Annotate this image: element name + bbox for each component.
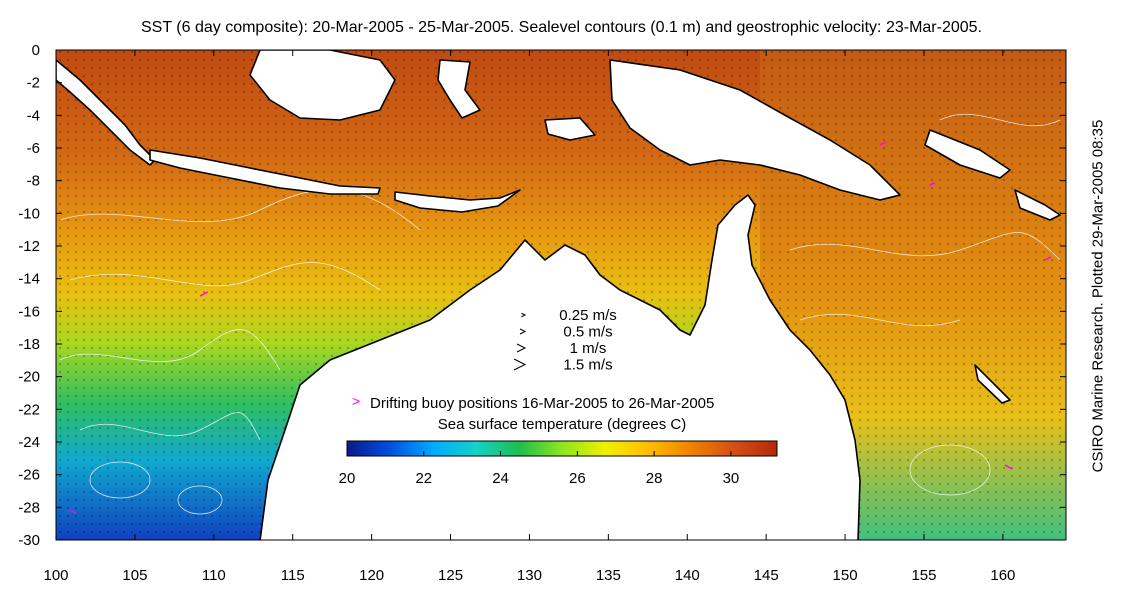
lesser-sunda-islands bbox=[394, 189, 521, 213]
y-tick-label: -8 bbox=[27, 173, 40, 190]
x-tick-label: 115 bbox=[281, 567, 305, 584]
x-tick-label: 130 bbox=[517, 567, 542, 584]
buoy-legend-label: Drifting buoy positions 16-Mar-2005 to 2… bbox=[370, 395, 714, 412]
colorbar-tick-label: 22 bbox=[415, 470, 432, 487]
map-area bbox=[56, 50, 1066, 540]
y-tick-label: -2 bbox=[27, 75, 40, 92]
buoy-legend-marker: > bbox=[352, 393, 360, 409]
velocity-arrow bbox=[516, 343, 527, 353]
maluku-islands bbox=[544, 117, 596, 141]
colorbar-tick-label: 30 bbox=[723, 470, 740, 487]
java-land bbox=[149, 149, 381, 195]
colorbar: Sea surface temperature (degrees C) 20 22… bbox=[339, 416, 778, 487]
x-tick-label: 100 bbox=[43, 567, 68, 584]
y-tick-label: -18 bbox=[18, 336, 40, 353]
colorbar-tick-label: 28 bbox=[646, 470, 663, 487]
new-britain-land bbox=[924, 129, 1011, 179]
x-tick-label: 125 bbox=[438, 567, 463, 584]
colorbar-tick-label: 26 bbox=[569, 470, 586, 487]
colorbar-scale bbox=[346, 440, 778, 457]
velocity-legend-label: 0.25 m/s bbox=[559, 307, 617, 324]
y-tick-label: -14 bbox=[18, 271, 40, 288]
x-tick-label: 110 bbox=[202, 567, 226, 584]
y-axis: 0 -2 -4 -6 -8 -10 -12 -14 -16 -18 -20 -22 -24 -26 -28 -… bbox=[18, 42, 1066, 549]
velocity-arrow bbox=[521, 312, 527, 318]
velocity-arrow bbox=[513, 358, 527, 371]
borneo-land bbox=[249, 50, 396, 121]
x-tick-label: 145 bbox=[754, 567, 779, 584]
x-tick-label: 135 bbox=[596, 567, 621, 584]
velocity-legend-label: 1 m/s bbox=[570, 340, 607, 357]
y-tick-label: -4 bbox=[27, 107, 40, 124]
sealevel-contours bbox=[59, 113, 1061, 515]
x-tick-label: 140 bbox=[675, 567, 700, 584]
y-tick-label: -26 bbox=[18, 467, 40, 484]
y-tick-label: 0 bbox=[32, 42, 40, 59]
y-tick-label: -30 bbox=[18, 532, 40, 549]
y-tick-label: -10 bbox=[18, 205, 40, 222]
colorbar-tick-label: 24 bbox=[492, 470, 509, 487]
y-tick-label: -12 bbox=[18, 238, 40, 255]
y-tick-label: -6 bbox=[27, 140, 40, 157]
map-title: SST (6 day composite): 20-Mar-2005 - 25-… bbox=[141, 19, 982, 36]
y-tick-label: -20 bbox=[18, 369, 40, 386]
new-guinea-land bbox=[609, 59, 901, 201]
x-tick-label: 160 bbox=[990, 567, 1015, 584]
sumatra-land bbox=[56, 59, 156, 166]
colorbar-title: Sea surface temperature (degrees C) bbox=[438, 416, 686, 433]
solomon-islands bbox=[1014, 189, 1061, 221]
colorbar-tick-label: 20 bbox=[339, 470, 356, 487]
velocity-legend-label: 1.5 m/s bbox=[563, 357, 612, 374]
buoy-tracks bbox=[69, 141, 1052, 514]
x-tick-label: 150 bbox=[833, 567, 858, 584]
buoy-legend: > Drifting buoy positions 16-Mar-2005 to… bbox=[352, 393, 714, 412]
x-tick-label: 105 bbox=[122, 567, 147, 584]
y-tick-label: -24 bbox=[18, 434, 40, 451]
new-caledonia-land bbox=[974, 364, 1011, 404]
velocity-legend: 0.25 m/s0.5 m/s1 m/s1.5 m/s bbox=[513, 307, 617, 374]
y-tick-label: -16 bbox=[18, 303, 40, 320]
x-tick-label: 155 bbox=[911, 567, 936, 584]
x-tick-label: 120 bbox=[359, 567, 384, 584]
y-tick-label: -22 bbox=[18, 401, 40, 418]
x-axis: 100 105 110 115 120 125 130 135 140 145 150 155 160 bbox=[43, 50, 1015, 584]
plot-frame bbox=[55, 49, 1067, 541]
y-tick-label: -28 bbox=[18, 499, 40, 516]
velocity-arrow bbox=[519, 328, 527, 335]
sulawesi-land bbox=[437, 59, 481, 119]
velocity-legend-label: 0.5 m/s bbox=[563, 324, 612, 341]
